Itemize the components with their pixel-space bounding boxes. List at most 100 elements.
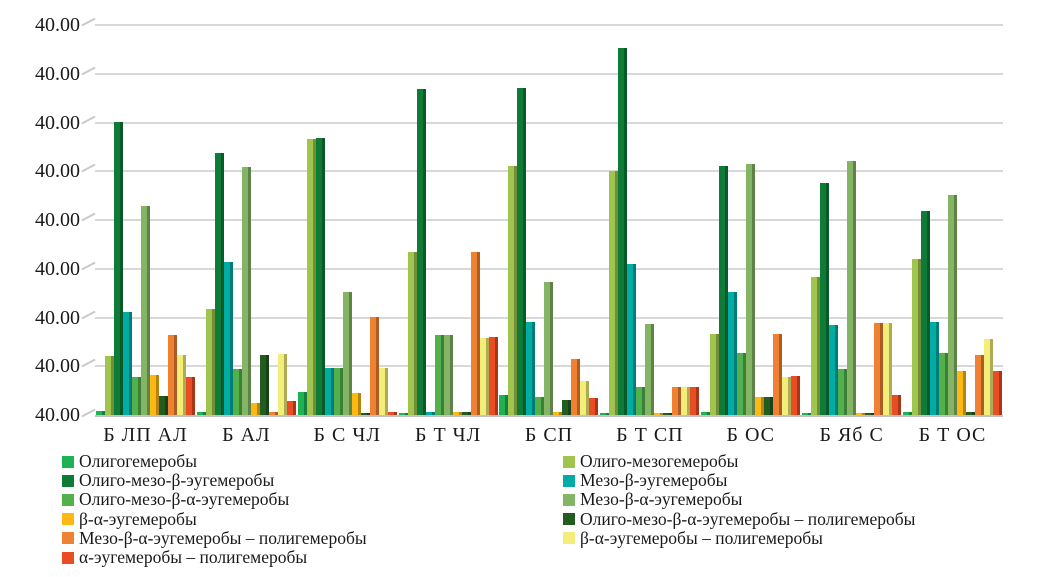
bar	[553, 412, 563, 415]
bar	[369, 317, 379, 415]
bar	[892, 395, 902, 415]
bar	[903, 412, 913, 415]
gridline	[95, 170, 1003, 173]
bar	[131, 377, 141, 415]
legend-label: Мезо-β-α-эугемеробы	[580, 489, 743, 510]
bar-group	[398, 25, 499, 415]
bar	[140, 206, 150, 415]
bar	[185, 377, 195, 415]
bar	[773, 334, 783, 415]
bar	[663, 413, 673, 415]
bar	[755, 397, 765, 415]
x-axis-category-label: Б ЛП АЛ	[103, 424, 188, 446]
bar	[470, 252, 480, 415]
bar	[580, 381, 590, 415]
gridline	[95, 24, 1003, 26]
legend-label: Олиго-мезо-β-α-эугемеробы – полигемеробы	[580, 508, 916, 529]
plot-area	[95, 24, 1003, 417]
bar	[802, 413, 812, 415]
bar	[351, 393, 361, 415]
bar	[443, 335, 453, 415]
bar	[719, 166, 729, 415]
legend-label: Мезо-β-эугемеробы	[580, 470, 728, 491]
gridline	[95, 267, 1003, 270]
bar-group	[297, 25, 398, 415]
bar	[122, 312, 132, 415]
bar-group	[801, 25, 902, 415]
legend-item: Мезо-β-α-эугемеробы – полигемеробы	[62, 528, 367, 548]
bar	[167, 335, 177, 415]
bar-group	[599, 25, 700, 415]
bar	[737, 353, 747, 415]
bar	[526, 322, 536, 415]
bar	[259, 355, 269, 415]
bar	[232, 369, 242, 415]
bar	[672, 387, 682, 415]
x-axis-category-label: Б Т СП	[616, 424, 684, 446]
bar	[297, 392, 307, 415]
legend-swatch	[563, 513, 575, 526]
bar	[791, 376, 801, 415]
bar	[948, 195, 958, 415]
bar-group	[499, 25, 600, 415]
bar	[241, 167, 251, 415]
legend-item: Олиго-мезо-β-α-эугемеробы	[62, 490, 289, 509]
legend-swatch	[563, 493, 575, 506]
x-axis-category-label: Б АЛ	[222, 424, 271, 446]
bar	[847, 161, 857, 415]
bar	[286, 401, 296, 415]
bar	[600, 413, 610, 415]
legend-label: β-α-эугемеробы	[79, 508, 197, 529]
bar	[690, 387, 700, 415]
bar	[883, 323, 893, 415]
bar	[645, 324, 655, 415]
x-axis-line	[95, 415, 1003, 417]
bar	[508, 166, 518, 415]
bar	[589, 398, 599, 415]
legend-item: β-α-эугемеробы – полигемеробы	[563, 528, 823, 548]
legend-item: Олиго-мезо-β-эугемеробы	[62, 471, 274, 490]
bar	[838, 369, 848, 415]
x-axis-category-label: Б СП	[524, 424, 574, 446]
legend-item: β-α-эугемеробы	[62, 508, 197, 529]
bar	[856, 413, 866, 415]
bar	[636, 387, 646, 415]
bar	[315, 138, 325, 415]
legend-swatch	[563, 474, 575, 487]
bar	[196, 412, 206, 415]
y-axis-tick-label: 40.00	[35, 257, 80, 280]
bar	[277, 354, 287, 415]
bar	[654, 413, 664, 415]
y-axis-tick-label: 40.00	[35, 404, 80, 426]
legend-swatch	[62, 551, 74, 564]
legend-swatch	[563, 455, 575, 468]
bar	[912, 259, 922, 415]
bar	[416, 89, 426, 415]
bar-group	[902, 25, 1003, 415]
legend-swatch	[62, 474, 74, 487]
bar	[398, 413, 408, 415]
chart-legend: Олигогемеробы Олиго-мезо-β-эугемеробы Олиг…	[0, 450, 1053, 577]
legend-item: Олиго-мезо-β-α-эугемеробы – полигемеробы	[563, 508, 916, 529]
bar	[535, 397, 545, 415]
bar	[710, 334, 720, 415]
bar-group	[95, 25, 196, 415]
bar	[618, 48, 628, 415]
bar	[993, 371, 1003, 415]
bar	[701, 412, 711, 415]
bar	[378, 368, 388, 415]
bar	[104, 356, 114, 415]
bar	[306, 139, 316, 415]
legend-swatch	[62, 455, 74, 468]
gridline	[95, 121, 1003, 124]
bar	[782, 377, 792, 415]
x-axis-category-label: Б ОС	[726, 424, 776, 446]
y-axis-tick-label: 40.00	[35, 14, 80, 36]
legend-swatch	[62, 493, 74, 506]
x-axis-category-label: Б С ЧЛ	[313, 424, 381, 446]
bar	[746, 164, 756, 415]
bar	[176, 355, 186, 415]
bar	[95, 411, 105, 415]
legend-item: Олигогемеробы	[62, 452, 197, 471]
bar	[499, 395, 509, 415]
